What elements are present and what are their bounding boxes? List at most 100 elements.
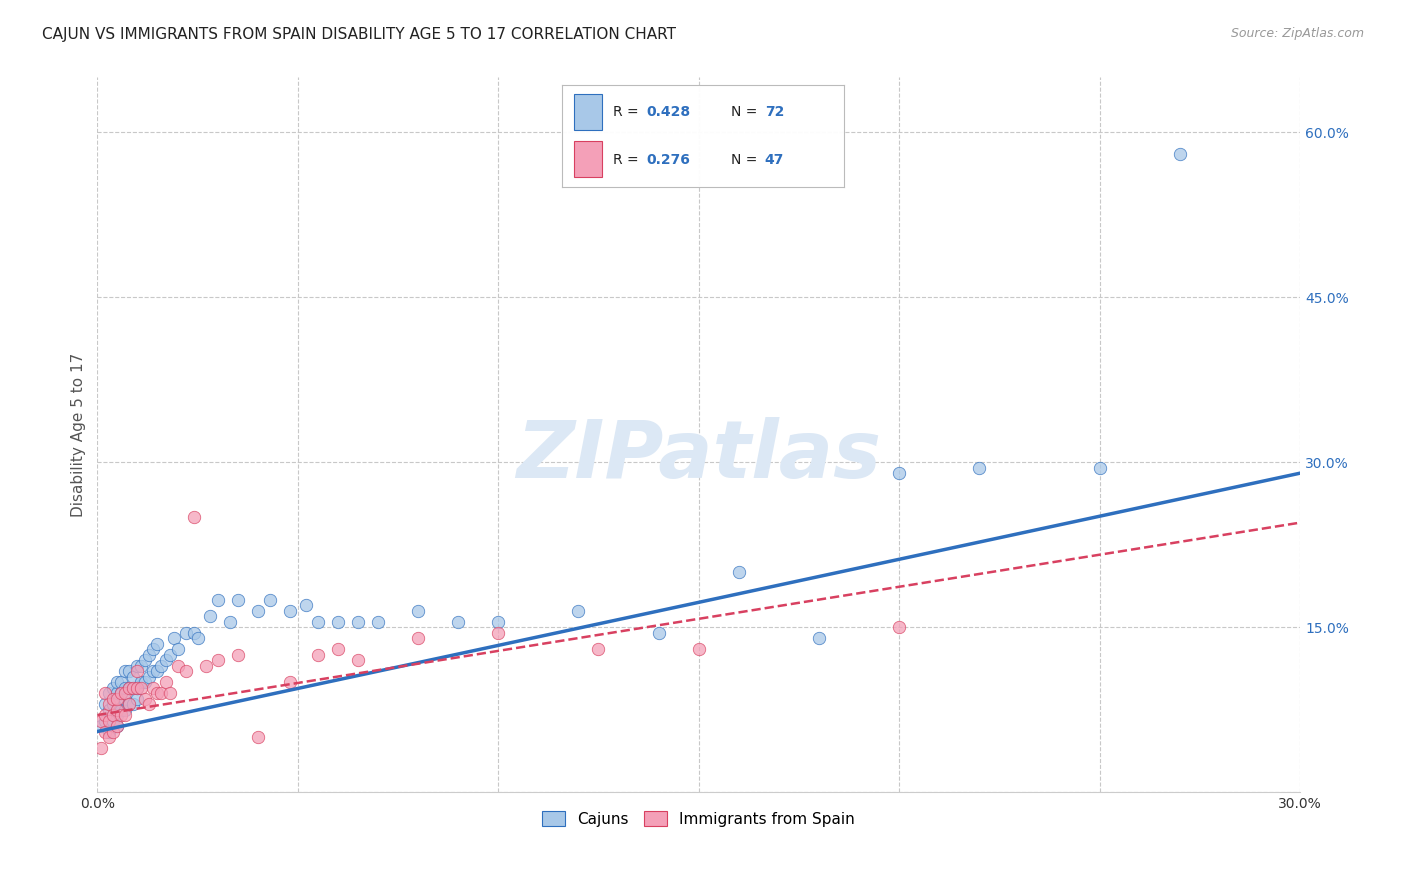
Point [98,730,121,744]
Point [727,565,749,579]
Point [94,724,117,739]
Point [155,653,177,667]
Text: CAJUN VS IMMIGRANTS FROM SPAIN DISABILITY AGE 5 TO 17 CORRELATION CHART: CAJUN VS IMMIGRANTS FROM SPAIN DISABILIT… [42,27,676,42]
Point [103,724,125,739]
Text: R =: R = [613,153,643,167]
Text: 47: 47 [765,153,785,167]
Text: Source: ZipAtlas.com: Source: ZipAtlas.com [1230,27,1364,40]
Point [105,686,128,700]
Point [146,664,169,678]
Point [162,631,184,645]
Point [198,609,221,624]
Text: 0.428: 0.428 [647,105,690,120]
Point [194,658,217,673]
Point [146,686,169,700]
Point [307,648,329,662]
Point [98,724,121,739]
Point [1088,460,1111,475]
Point [688,642,710,657]
Point [807,631,830,645]
Point [567,604,589,618]
Point [347,615,370,629]
Point [127,664,149,678]
Point [98,697,121,711]
Point [90,719,112,733]
Point [969,460,991,475]
Point [114,702,136,716]
Point [134,675,156,690]
Point [118,664,141,678]
Point [174,625,197,640]
Point [90,714,112,728]
Legend: Cajuns, Immigrants from Spain: Cajuns, Immigrants from Spain [534,803,863,834]
Point [138,669,160,683]
Point [142,681,165,695]
Point [218,615,240,629]
Point [118,697,141,711]
Point [207,592,229,607]
Point [114,686,136,700]
Point [105,719,128,733]
Point [105,719,128,733]
Text: ZIPatlas: ZIPatlas [516,417,882,495]
Point [94,708,117,723]
Point [1168,147,1191,161]
Point [103,681,125,695]
Point [187,631,209,645]
Point [127,681,149,695]
Point [114,691,136,706]
Point [122,669,145,683]
Point [246,730,269,744]
Point [889,620,911,634]
Point [259,592,281,607]
Point [103,708,125,723]
Point [94,714,117,728]
Point [131,681,153,695]
Point [118,697,141,711]
Point [110,686,132,700]
Point [326,615,349,629]
Point [486,625,509,640]
Point [105,691,128,706]
Point [127,658,149,673]
Point [406,604,429,618]
Point [122,681,145,695]
Point [110,686,132,700]
Point [114,664,136,678]
Point [183,510,205,524]
Point [226,592,249,607]
Point [406,631,429,645]
Y-axis label: Disability Age 5 to 17: Disability Age 5 to 17 [72,352,86,516]
Point [94,697,117,711]
Point [159,686,181,700]
Bar [574,94,602,130]
Text: 72: 72 [765,105,785,120]
Point [105,708,128,723]
Point [98,702,121,716]
Point [103,691,125,706]
Point [326,642,349,657]
Point [131,658,153,673]
Point [150,658,173,673]
Point [486,615,509,629]
Point [134,691,156,706]
Point [138,697,160,711]
Point [183,625,205,640]
Text: N =: N = [731,153,762,167]
Point [889,466,911,480]
Point [90,741,112,756]
Point [295,598,318,612]
Point [307,615,329,629]
Point [347,653,370,667]
Point [155,675,177,690]
Point [174,664,197,678]
Point [142,642,165,657]
Point [110,708,132,723]
Point [105,702,128,716]
Point [110,702,132,716]
Point [588,642,610,657]
Point [103,708,125,723]
Bar [574,141,602,177]
Point [114,708,136,723]
Point [142,664,165,678]
